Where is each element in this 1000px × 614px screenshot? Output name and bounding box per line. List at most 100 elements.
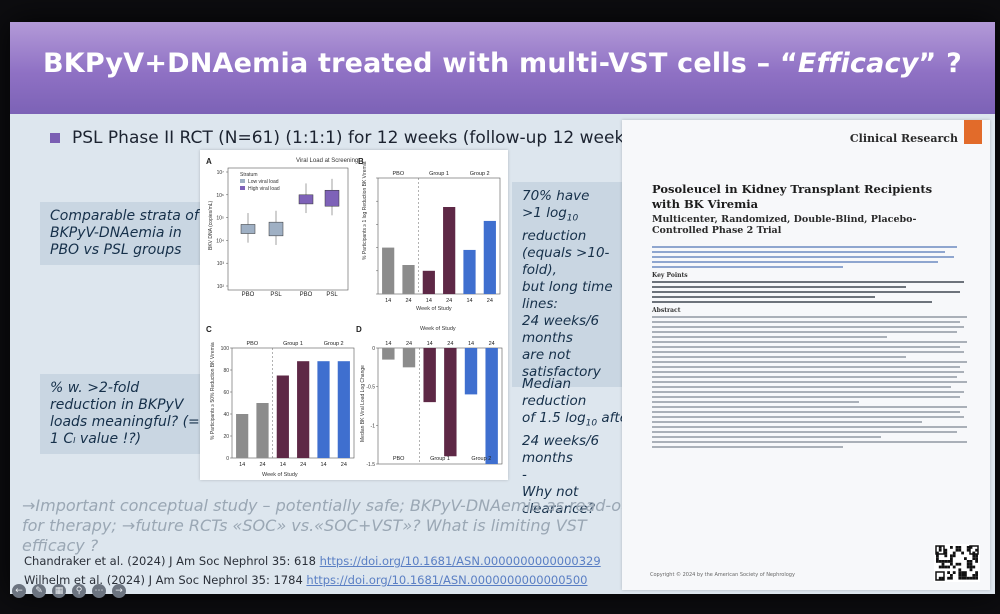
week-label: 14 xyxy=(427,341,433,347)
y-tick-label: 80 xyxy=(223,368,229,374)
slide-title: BKPyV+DNAemia treated with multi-VST cel… xyxy=(43,48,962,79)
week-label: 14 xyxy=(468,341,474,347)
panel-a-label: A xyxy=(206,157,212,166)
week-label: 24 xyxy=(341,462,347,468)
chart-frame xyxy=(231,347,355,459)
week-label: 14 xyxy=(426,298,432,304)
paper-page: Clinical Research Posoleucel in Kidney T… xyxy=(622,120,990,590)
paper-footer: Copyright © 2024 by the American Society… xyxy=(650,572,795,578)
bar xyxy=(297,361,310,458)
a-group-label: PBO xyxy=(300,292,313,298)
slide: BKPyV+DNAemia treated with multi-VST cel… xyxy=(10,22,995,594)
panel-a-y-ticks: 10⁷ 10⁶ 10⁵ 10⁴ 10³ 10² xyxy=(216,170,228,290)
week-label: 24 xyxy=(259,462,265,468)
paper-section: Clinical Research xyxy=(849,132,958,145)
chart-frame xyxy=(377,347,503,465)
legend-low-swatch xyxy=(240,179,245,183)
panel-c-chart: 0 20 40 60 80 100 14 24 14 24 14 24 PBO Group 1 Group … xyxy=(221,341,355,468)
bar xyxy=(276,375,289,458)
slide-subtitle: PSL Phase II RCT (N=61) (1:1:1) for 12 w… xyxy=(50,128,640,148)
y-tick-label: -1.5 xyxy=(366,462,375,468)
paper-subtitle: Multicenter, Randomized, Double-Blind, P… xyxy=(652,214,917,236)
a-tick-label: 10³ xyxy=(217,261,225,267)
a-box xyxy=(324,189,340,207)
panel-a-title: Viral Load at Screening xyxy=(296,158,358,164)
a-tick-label: 10⁷ xyxy=(217,170,225,176)
bullet-square-icon xyxy=(50,133,60,143)
y-tick-label: 0 xyxy=(372,346,375,352)
group-label: PBO xyxy=(393,456,405,462)
a-group-label: PBO xyxy=(242,292,255,298)
chart-frame xyxy=(377,177,501,295)
bar xyxy=(483,220,496,294)
legend-low: Low viral load xyxy=(248,179,279,185)
bar xyxy=(382,247,395,294)
week-label: 14 xyxy=(466,298,472,304)
group-label: Group 1 xyxy=(429,171,449,177)
bar xyxy=(485,348,498,464)
more-options-icon[interactable]: ⋯ xyxy=(92,584,106,598)
a-tick-label: 10⁶ xyxy=(216,193,224,199)
y-tick-label: -0.5 xyxy=(366,385,375,391)
bar xyxy=(402,265,415,294)
week-label: 14 xyxy=(239,462,245,468)
panel-b-xlabel: Week of Study xyxy=(416,306,452,312)
y-tick-label: 20 xyxy=(223,434,229,440)
y-tick-label: 60 xyxy=(223,390,229,396)
bar xyxy=(422,270,435,294)
reference-2-link[interactable]: https://doi.org/10.1681/ASN.000000000000… xyxy=(306,573,588,587)
title-band: BKPyV+DNAemia treated with multi-VST cel… xyxy=(10,22,995,114)
a-box xyxy=(240,224,256,234)
a-tick-label: 10⁵ xyxy=(216,216,224,222)
bar xyxy=(443,207,456,294)
a-group-label: PSL xyxy=(270,292,282,298)
bar xyxy=(464,348,478,395)
paper-abstract: Abstract xyxy=(652,307,681,314)
y-tick-label: 100 xyxy=(221,346,230,352)
a-group-label: PSL xyxy=(326,292,338,298)
zoom-icon[interactable]: ⚲ xyxy=(72,584,86,598)
panel-d-title: Week of Study xyxy=(420,326,456,332)
panel-a-frame xyxy=(227,167,349,291)
bar xyxy=(256,403,269,458)
a-tick-label: 10² xyxy=(217,284,225,290)
legend-high: High viral load xyxy=(248,186,280,192)
y-tick-label: 0 xyxy=(226,456,229,462)
panel-a-stratum: Stratum xyxy=(240,172,258,178)
panel-a-boxes: PBO PSL PBO PSL xyxy=(240,178,340,298)
slides-overview-icon[interactable]: ▦ xyxy=(52,584,66,598)
y-tick-label: 40 xyxy=(223,412,229,418)
week-label: 24 xyxy=(300,462,306,468)
bar xyxy=(337,361,350,458)
pen-icon[interactable]: ✎ xyxy=(32,584,46,598)
panel-a-ylabel: BKV DNA (copies/mL) xyxy=(208,200,214,250)
paper-title: Posoleucel in Kidney Transplant Recipien… xyxy=(652,182,933,211)
panel-d-ylabel: Median BK Viral Load Log Change xyxy=(360,365,366,442)
note-reduction-question: % w. >2-fold reduction in BKPyV loads me… xyxy=(40,374,210,454)
week-label: 14 xyxy=(280,462,286,468)
bar xyxy=(382,348,395,360)
presenter-toolbar: ← ✎ ▦ ⚲ ⋯ → xyxy=(12,584,126,600)
a-box xyxy=(268,221,284,237)
bar xyxy=(317,361,330,458)
reference-1-link[interactable]: https://doi.org/10.1681/ASN.000000000000… xyxy=(319,554,601,568)
conclusion-text: →Important conceptual study – potentiall… xyxy=(22,496,638,555)
group-label: PBO xyxy=(393,171,405,177)
panel-c-ylabel: % Participants ≥ 50% Reduction BK Viremi… xyxy=(210,342,216,440)
legend-high-swatch xyxy=(240,186,245,190)
next-slide-icon[interactable]: → xyxy=(112,584,126,598)
panel-c-xlabel: Week of Study xyxy=(262,472,298,478)
prev-slide-icon[interactable]: ← xyxy=(12,584,26,598)
reference-1: Chandraker et al. (2024) J Am Soc Nephro… xyxy=(24,554,601,568)
paper-key-points: Key Points xyxy=(652,272,688,279)
note-comparable-strata: Comparable strata of BKPyV-DNAemia in PB… xyxy=(40,202,212,265)
panel-c-label: C xyxy=(206,325,212,334)
section-color-tab xyxy=(964,120,982,144)
panel-b-ylabel: % Participants ≥ 1 log Reduction BK Vire… xyxy=(362,161,368,260)
figure-panel: A Viral Load at Screening Stratum Low vi… xyxy=(200,150,508,480)
bar xyxy=(463,249,476,294)
note-seventy-percent: 70% have >1 log10 reduction (equals >10-… xyxy=(512,182,642,387)
a-box xyxy=(298,194,314,205)
qr-code-icon xyxy=(934,544,980,582)
week-label: 14 xyxy=(385,298,391,304)
